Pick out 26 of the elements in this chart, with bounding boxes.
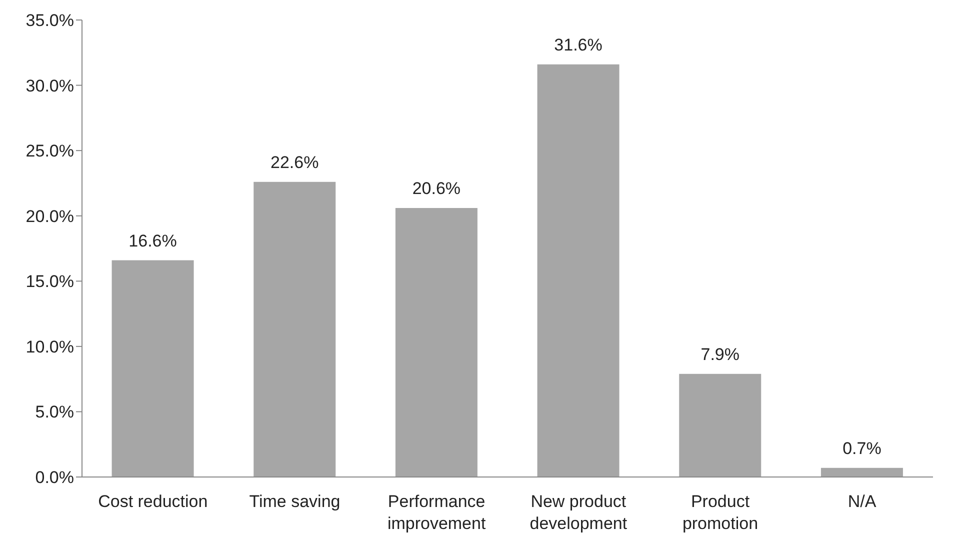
bar <box>679 374 762 477</box>
data-label: 20.6% <box>412 179 461 198</box>
x-tick-label: N/A <box>848 492 877 511</box>
data-label: 31.6% <box>554 35 602 54</box>
y-tick-label: 0.0% <box>35 468 74 488</box>
bar <box>254 182 336 477</box>
x-tick-label: New product development <box>530 492 628 533</box>
data-label: 7.9% <box>700 344 740 364</box>
x-tick-label: Product promotion <box>682 492 758 533</box>
y-tick-label: 20.0% <box>26 206 74 226</box>
y-tick-label: 30.0% <box>26 76 74 96</box>
y-tick-label: 10.0% <box>26 337 74 356</box>
y-tick-label: 25.0% <box>26 142 74 161</box>
bar <box>820 468 903 477</box>
data-label: 0.7% <box>842 438 882 458</box>
x-tick-label: Time saving <box>249 492 340 511</box>
y-tick-label: 15.0% <box>26 272 74 292</box>
bar <box>395 208 478 477</box>
data-label: 16.6% <box>128 231 177 250</box>
x-tick-label: Performance improvement <box>387 492 486 533</box>
data-label: 22.6% <box>270 152 319 172</box>
x-tick-label: Cost reduction <box>98 492 208 511</box>
y-tick-label: 5.0% <box>35 402 74 422</box>
bar <box>537 64 620 477</box>
y-tick-label: 35.0% <box>26 11 74 30</box>
bar <box>112 260 194 477</box>
